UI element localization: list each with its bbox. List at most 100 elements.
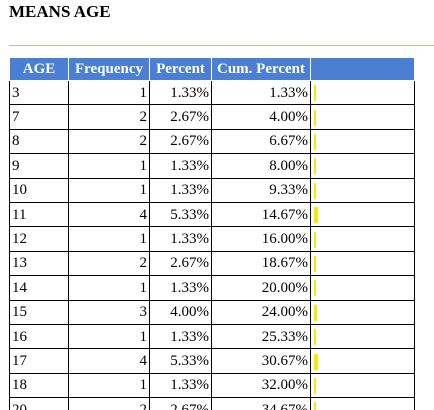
percent-bar	[314, 255, 316, 272]
table-row: 17 4 5.33% 30.67%	[9, 348, 415, 374]
cell-frequency: 1	[68, 323, 150, 350]
cell-age: 14	[9, 275, 69, 301]
cell-cum-percent: 24.00%	[211, 299, 311, 325]
cell-bar	[310, 79, 415, 106]
cell-age: 3	[9, 79, 69, 106]
cell-age: 13	[9, 250, 69, 277]
table-header-row: AGE Frequency Percent Cum. Percent	[9, 57, 415, 81]
cell-cum-percent: 30.67%	[211, 348, 311, 374]
cell-bar	[310, 348, 415, 374]
cell-frequency: 4	[68, 348, 150, 374]
header-percent: Percent	[149, 57, 212, 81]
title-divider	[9, 45, 434, 46]
table-row: 8 2 2.67% 6.67%	[9, 128, 415, 155]
cell-percent: 2.67%	[149, 128, 212, 155]
cell-percent: 2.67%	[149, 104, 212, 130]
percent-bar	[314, 304, 317, 321]
table-row: 3 1 1.33% 1.33%	[9, 79, 415, 106]
cell-percent: 1.33%	[149, 372, 212, 399]
table-row: 11 4 5.33% 14.67%	[9, 201, 415, 228]
cell-age: 11	[9, 201, 69, 228]
percent-bar	[314, 280, 316, 297]
table-row: 15 3 4.00% 24.00%	[9, 299, 415, 325]
cell-percent: 1.33%	[149, 153, 212, 179]
cell-bar	[310, 372, 415, 399]
cell-percent: 1.33%	[149, 79, 212, 106]
report-title: MEANS AGE	[9, 2, 111, 21]
cell-percent: 5.33%	[149, 201, 212, 228]
cell-cum-percent: 8.00%	[211, 153, 311, 179]
table-row: 7 2 2.67% 4.00%	[9, 104, 415, 130]
cell-age: 12	[9, 226, 69, 252]
table-row: 13 2 2.67% 18.67%	[9, 250, 415, 277]
percent-bar	[314, 134, 316, 151]
cell-age: 7	[9, 104, 69, 130]
cell-percent: 1.33%	[149, 177, 212, 203]
cell-cum-percent: 1.33%	[211, 79, 311, 106]
cell-bar	[310, 104, 415, 130]
percent-bar	[314, 207, 318, 224]
table-row: 18 1 1.33% 32.00%	[9, 372, 415, 399]
header-bar	[310, 57, 415, 81]
cell-age: 16	[9, 323, 69, 350]
percent-bar	[314, 329, 316, 346]
percent-bar	[314, 377, 316, 394]
cell-bar	[310, 275, 415, 301]
cell-cum-percent: 34.67%	[211, 397, 311, 410]
cell-age: 18	[9, 372, 69, 399]
percent-bar	[314, 158, 316, 175]
cell-percent: 5.33%	[149, 348, 212, 374]
cell-age: 9	[9, 153, 69, 179]
cell-cum-percent: 32.00%	[211, 372, 311, 399]
cell-percent: 2.67%	[149, 397, 212, 410]
cell-age: 10	[9, 177, 69, 203]
cell-age: 8	[9, 128, 69, 155]
cell-cum-percent: 25.33%	[211, 323, 311, 350]
cell-frequency: 1	[68, 226, 150, 252]
percent-bar	[314, 85, 316, 102]
cell-cum-percent: 4.00%	[211, 104, 311, 130]
cell-bar	[310, 128, 415, 155]
cell-percent: 2.67%	[149, 250, 212, 277]
cell-frequency: 1	[68, 153, 150, 179]
cell-percent: 1.33%	[149, 323, 212, 350]
cell-age: 15	[9, 299, 69, 325]
table-row: 9 1 1.33% 8.00%	[9, 153, 415, 179]
cell-percent: 1.33%	[149, 275, 212, 301]
cell-frequency: 1	[68, 372, 150, 399]
percent-bar	[314, 182, 316, 199]
cell-age: 17	[9, 348, 69, 374]
cell-cum-percent: 18.67%	[211, 250, 311, 277]
cell-bar	[310, 226, 415, 252]
cell-bar	[310, 201, 415, 228]
cell-frequency: 4	[68, 201, 150, 228]
percent-bar	[314, 231, 316, 248]
cell-cum-percent: 14.67%	[211, 201, 311, 228]
cell-bar	[310, 323, 415, 350]
header-cum-percent: Cum. Percent	[211, 57, 311, 81]
table-row: 20 2 2.67% 34.67%	[9, 397, 415, 410]
percent-bar	[314, 353, 318, 370]
table-body: 3 1 1.33% 1.33% 7 2 2.67% 4.00% 8 2 2.67% 6.67% 9 1 1.…	[9, 79, 415, 410]
percent-bar	[314, 109, 316, 126]
table-row: 12 1 1.33% 16.00%	[9, 226, 415, 252]
cell-cum-percent: 16.00%	[211, 226, 311, 252]
cell-age: 20	[9, 397, 69, 410]
header-age: AGE	[9, 57, 69, 81]
cell-cum-percent: 6.67%	[211, 128, 311, 155]
table-row: 14 1 1.33% 20.00%	[9, 275, 415, 301]
cell-frequency: 1	[68, 275, 150, 301]
cell-frequency: 2	[68, 250, 150, 277]
cell-bar	[310, 299, 415, 325]
cell-bar	[310, 153, 415, 179]
cell-bar	[310, 250, 415, 277]
cell-frequency: 1	[68, 79, 150, 106]
cell-frequency: 2	[68, 397, 150, 410]
table-row: 16 1 1.33% 25.33%	[9, 323, 415, 350]
cell-percent: 4.00%	[149, 299, 212, 325]
cell-cum-percent: 9.33%	[211, 177, 311, 203]
percent-bar	[314, 402, 316, 410]
table-row: 10 1 1.33% 9.33%	[9, 177, 415, 203]
cell-frequency: 2	[68, 128, 150, 155]
